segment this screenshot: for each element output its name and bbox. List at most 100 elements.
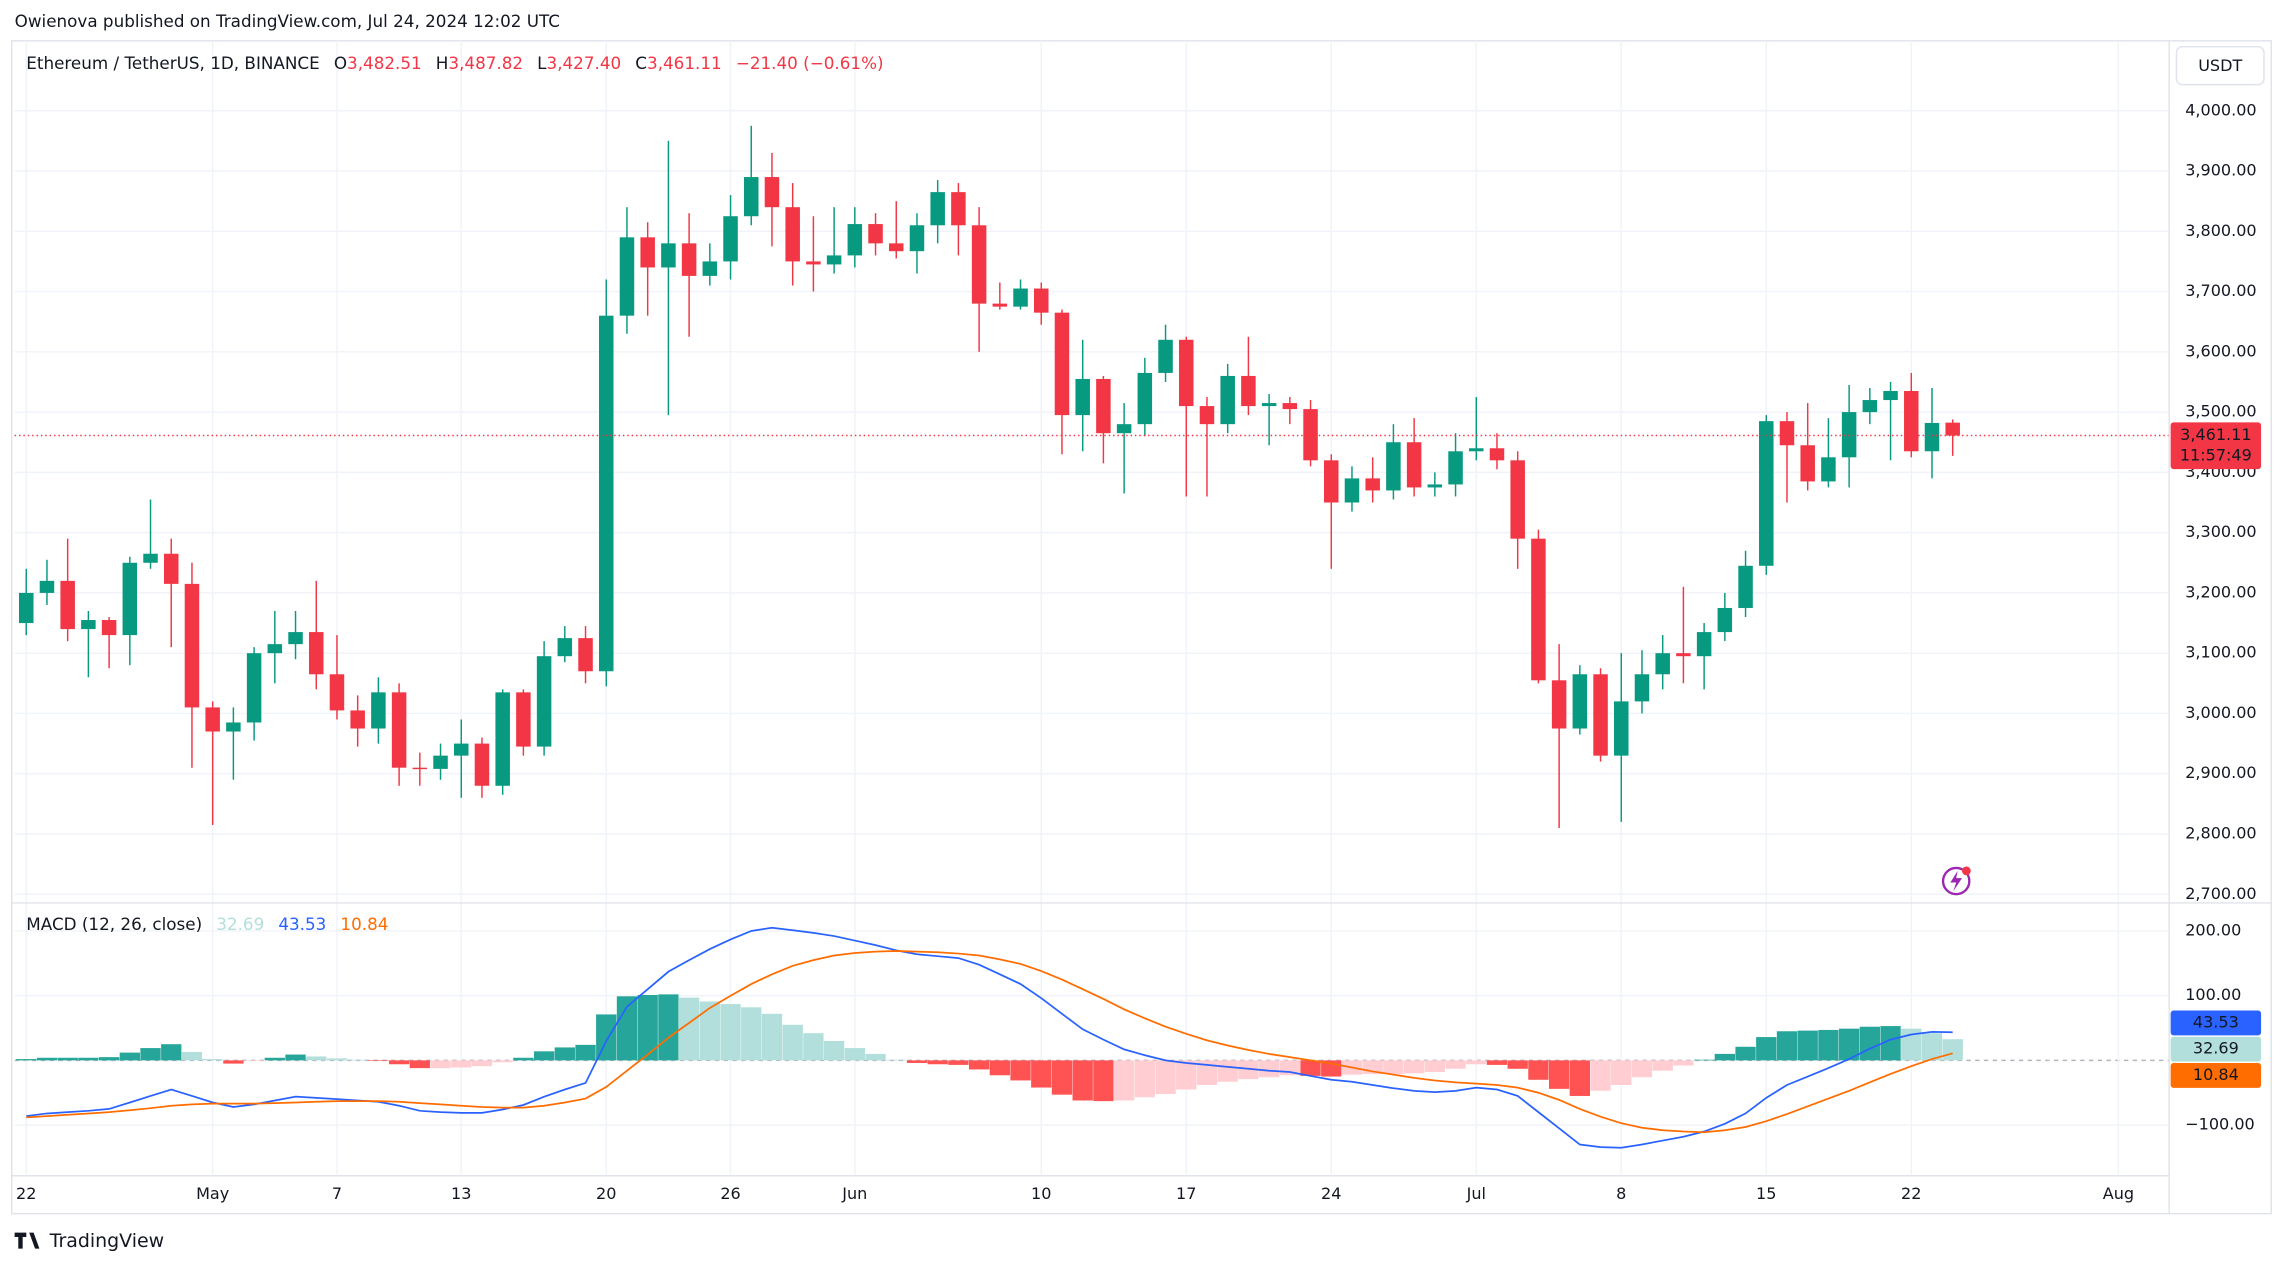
histogram-bar <box>57 1057 78 1061</box>
x-tick-label: May <box>196 1184 230 1203</box>
histogram-bar <box>388 1060 410 1065</box>
histogram-bar <box>782 1024 803 1061</box>
histogram-bar <box>1735 1046 1756 1061</box>
histogram-bar <box>1880 1026 1901 1061</box>
x-tick-label: 13 <box>451 1184 471 1203</box>
candle-body <box>412 767 428 770</box>
x-tick-label: 17 <box>1176 1184 1196 1203</box>
histogram-bar <box>16 1059 37 1061</box>
histogram-bar <box>1383 1060 1404 1074</box>
macd-legend: MACD (12, 26, close) 32.69 43.53 10.84 <box>26 914 388 934</box>
countdown: 11:57:49 <box>2180 445 2252 464</box>
candle-body <box>1779 421 1795 446</box>
brand-logo: TradingView <box>14 1230 165 1252</box>
ohlc-value: 3,487.82 <box>448 53 523 73</box>
histogram-bar <box>1445 1060 1466 1069</box>
histogram-bar <box>596 1014 617 1061</box>
histogram-bar <box>347 1059 368 1061</box>
histogram-bar <box>823 1040 845 1061</box>
histogram-bar <box>326 1058 348 1061</box>
histogram-bar <box>699 1001 720 1061</box>
histogram-bar <box>1797 1030 1818 1061</box>
candle-body <box>267 644 283 654</box>
candle-body <box>992 303 1008 307</box>
candle-body <box>1510 460 1525 539</box>
histogram-bar <box>761 1013 783 1061</box>
candle-body <box>1945 422 1960 436</box>
candle-body <box>350 710 365 729</box>
candle-body <box>495 692 510 786</box>
histogram-bar <box>119 1052 140 1061</box>
histogram-bar <box>264 1057 285 1061</box>
ohlc-value: 3,461.11 <box>647 53 722 73</box>
histogram-bar <box>1818 1029 1839 1061</box>
histogram-bar <box>1238 1060 1259 1080</box>
histogram-bar <box>1258 1060 1280 1078</box>
candle-body <box>868 224 883 244</box>
value-tag <box>2170 1063 2262 1088</box>
histogram-bar <box>637 995 658 1061</box>
candle-body <box>433 755 448 769</box>
candle-body <box>516 692 531 747</box>
candle-body <box>1220 375 1235 425</box>
ohlc-prefix: O <box>334 53 347 73</box>
x-tick-label: 26 <box>720 1184 740 1203</box>
histogram-bar <box>243 1060 265 1062</box>
histogram-bar <box>1942 1039 1963 1061</box>
histogram-bar <box>1155 1060 1176 1095</box>
symbol-title: Ethereum / TetherUS, 1D, BINANCE <box>26 53 319 73</box>
histogram-bar <box>803 1033 824 1061</box>
candle-body <box>226 722 241 732</box>
candle-body <box>1427 484 1443 488</box>
currency-button[interactable] <box>2175 45 2265 86</box>
y-tick-label: 4,000.00 <box>2185 100 2256 119</box>
x-tick-label: 20 <box>596 1184 616 1203</box>
histogram-bar <box>1403 1060 1425 1074</box>
candle-body <box>1717 607 1733 633</box>
candle-body <box>681 243 697 276</box>
brand-name: TradingView <box>49 1230 165 1252</box>
candle-body <box>1634 674 1650 702</box>
candle-body <box>122 562 138 636</box>
histogram-bar <box>1466 1060 1487 1065</box>
histogram-bar <box>1693 1059 1715 1061</box>
x-tick-label: 24 <box>1321 1184 1341 1203</box>
y-tick-label: 3,700.00 <box>2185 281 2256 300</box>
x-tick-label: Jun <box>841 1184 867 1203</box>
candle-body <box>1054 312 1070 416</box>
histogram-bar <box>1631 1060 1653 1078</box>
histogram-bar <box>223 1060 244 1064</box>
candle-body <box>474 743 490 786</box>
candle-body <box>806 261 821 265</box>
histogram-bar <box>1113 1060 1135 1101</box>
candle-body <box>1406 442 1422 488</box>
x-tick-label: Jul <box>1466 1184 1486 1203</box>
candle-body <box>578 638 593 672</box>
candle-body <box>1696 632 1712 657</box>
candle-body <box>1324 460 1339 503</box>
histogram-bar <box>161 1044 182 1061</box>
candle-body <box>723 216 738 262</box>
candle-body <box>101 620 117 636</box>
candle-body <box>1013 288 1028 307</box>
candle-body <box>1282 403 1298 410</box>
histogram-bar <box>906 1060 928 1063</box>
candle-body <box>889 243 904 252</box>
ohlc-prefix: C <box>635 53 647 73</box>
histogram-bar <box>1507 1060 1528 1069</box>
candle-body <box>1137 372 1153 425</box>
y-tick-label: 200.00 <box>2185 920 2241 939</box>
candle-body <box>930 192 945 226</box>
histogram-bar <box>140 1048 161 1061</box>
histogram-bar <box>409 1060 430 1069</box>
candle-body <box>951 192 966 226</box>
alert-icon[interactable] <box>1941 866 1971 896</box>
candle-body <box>1489 448 1505 461</box>
histogram-bar <box>430 1060 451 1069</box>
candle-body <box>184 583 200 708</box>
candle-body <box>1883 391 1898 401</box>
histogram-bar <box>533 1051 555 1061</box>
histogram-bar <box>1528 1060 1549 1080</box>
candle-body <box>1924 422 1940 452</box>
